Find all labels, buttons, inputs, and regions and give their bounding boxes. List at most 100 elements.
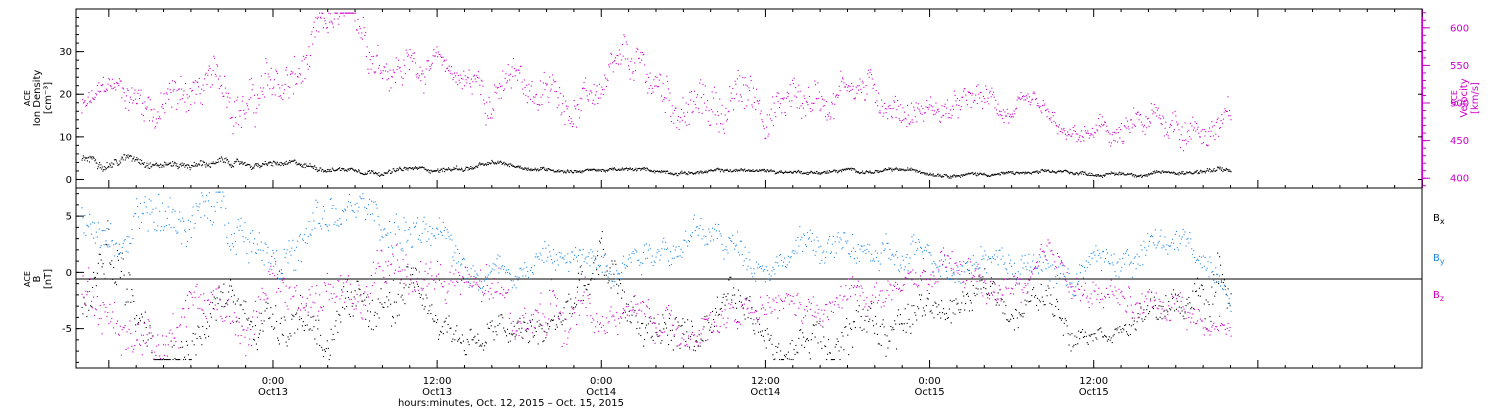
velocity-point xyxy=(570,118,572,120)
bx-point xyxy=(353,296,355,298)
bx-point xyxy=(763,340,765,342)
velocity-point xyxy=(1014,113,1016,115)
bx-point xyxy=(932,304,934,306)
density-point xyxy=(683,172,685,174)
density-point xyxy=(276,161,278,163)
velocity-point xyxy=(193,82,195,84)
velocity-point xyxy=(924,112,926,114)
density-point xyxy=(515,166,517,168)
density-point xyxy=(241,161,243,163)
bx-point xyxy=(404,303,406,305)
bx-point xyxy=(876,333,878,335)
density-point xyxy=(215,161,217,163)
bx-point xyxy=(899,314,901,316)
density-point xyxy=(153,164,155,166)
bx-point xyxy=(1199,295,1201,297)
bx-point xyxy=(705,340,707,342)
bx-point xyxy=(477,333,479,335)
density-point xyxy=(1110,171,1112,173)
bx-point xyxy=(952,312,954,314)
bx-point xyxy=(573,307,575,309)
density-point xyxy=(1209,168,1211,170)
bx-point xyxy=(1105,336,1107,338)
density-point xyxy=(1018,173,1020,175)
bx-point xyxy=(1130,325,1132,327)
density-point xyxy=(1054,171,1056,173)
density-point xyxy=(318,169,320,171)
bx-point xyxy=(846,318,848,320)
velocity-point xyxy=(1225,110,1227,112)
bx-point xyxy=(198,326,200,328)
bx-point xyxy=(398,314,400,316)
velocity-point xyxy=(677,116,679,118)
velocity-point xyxy=(1192,129,1194,131)
bx-point xyxy=(1202,289,1204,291)
by-point xyxy=(171,211,173,213)
velocity-point xyxy=(1058,124,1060,126)
density-point xyxy=(1177,172,1179,174)
bx-point xyxy=(955,298,957,300)
density-point xyxy=(966,173,968,175)
bx-point xyxy=(263,320,265,322)
bx-point xyxy=(388,299,390,301)
bx-point xyxy=(704,316,706,318)
bx-point xyxy=(556,326,558,328)
density-point xyxy=(407,169,409,171)
velocity-point xyxy=(569,116,571,118)
velocity-point xyxy=(927,108,929,110)
velocity-point xyxy=(444,59,446,61)
density-point xyxy=(252,166,254,168)
density-point xyxy=(553,171,555,173)
density-point xyxy=(1098,175,1100,177)
density-point xyxy=(174,162,176,164)
velocity-point xyxy=(868,76,870,78)
density-point xyxy=(153,164,155,166)
bx-point xyxy=(247,319,249,321)
velocity-point xyxy=(674,109,676,111)
by-point xyxy=(371,213,373,215)
velocity-point xyxy=(697,108,699,110)
velocity-point xyxy=(560,114,562,116)
velocity-point xyxy=(320,17,322,19)
density-point xyxy=(973,173,975,175)
bx-point xyxy=(350,291,352,293)
density-point xyxy=(285,160,287,162)
density-point xyxy=(118,163,120,165)
by-point xyxy=(294,249,296,251)
density-point xyxy=(416,167,418,169)
density-point xyxy=(668,173,670,175)
by-point xyxy=(305,228,307,230)
velocity-point xyxy=(1084,126,1086,128)
bx-point xyxy=(116,284,118,286)
velocity-point xyxy=(749,90,751,92)
density-point xyxy=(113,163,115,165)
velocity-point xyxy=(611,62,613,64)
velocity-point xyxy=(995,109,997,111)
by-point xyxy=(135,213,137,215)
by-point xyxy=(152,208,154,210)
bx-point xyxy=(1043,304,1045,306)
bx-point xyxy=(809,358,811,360)
density-point xyxy=(933,175,935,177)
density-point xyxy=(863,172,865,174)
density-point xyxy=(1103,174,1105,176)
velocity-point xyxy=(917,107,919,109)
bx-point xyxy=(1110,337,1112,339)
by-point xyxy=(493,269,495,271)
density-point xyxy=(616,169,618,171)
density-point xyxy=(1123,174,1125,176)
velocity-point xyxy=(1078,139,1080,141)
by-point xyxy=(289,251,291,253)
bx-point xyxy=(774,358,776,360)
density-point xyxy=(876,171,878,173)
by-point xyxy=(344,208,346,210)
velocity-point xyxy=(753,101,755,103)
density-point xyxy=(670,173,672,175)
bx-point xyxy=(562,320,564,322)
density-point xyxy=(706,172,708,174)
density-point xyxy=(112,163,114,165)
density-point xyxy=(1174,173,1176,175)
bx-point xyxy=(217,303,219,305)
velocity-point xyxy=(679,121,681,123)
bx-point xyxy=(367,310,369,312)
